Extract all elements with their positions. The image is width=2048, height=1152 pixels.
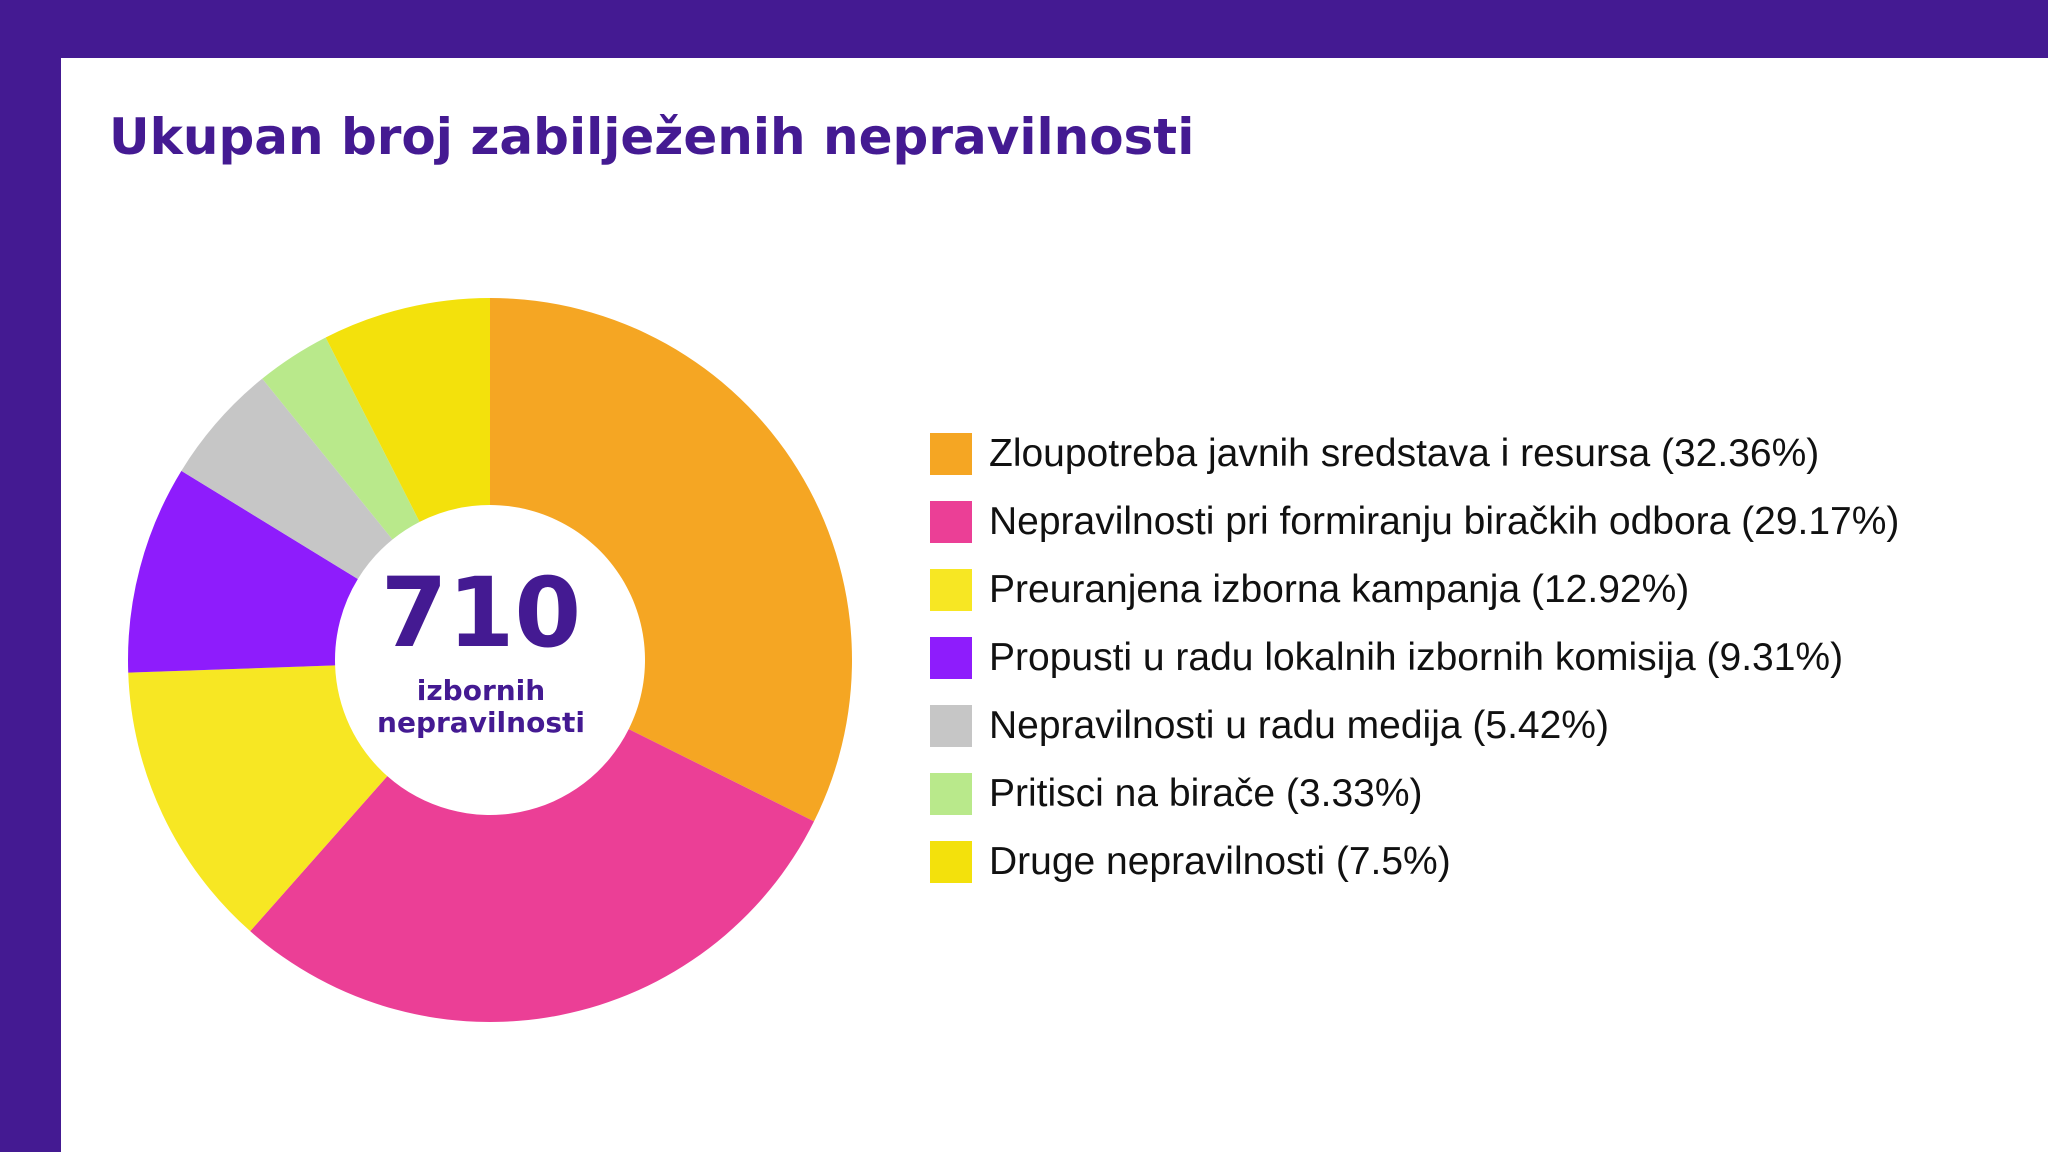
total-count: 710 xyxy=(380,557,582,669)
legend-item: Druge nepravilnosti (7.5%) xyxy=(930,828,1899,896)
donut-slice xyxy=(250,729,815,1022)
legend-label: Druge nepravilnosti (7.5%) xyxy=(989,840,1451,883)
total-caption: izbornih nepravilnosti xyxy=(281,674,681,740)
legend-item: Propusti u radu lokalnih izbornih komisi… xyxy=(930,624,1899,692)
donut-slice xyxy=(490,298,852,822)
legend-label: Zloupotreba javnih sredstava i resursa (… xyxy=(989,432,1820,475)
legend-label: Preuranjena izborna kampanja (12.92%) xyxy=(989,568,1690,611)
donut-slice xyxy=(262,337,420,540)
legend-item: Preuranjena izborna kampanja (12.92%) xyxy=(930,556,1899,624)
total-caption-line1: izbornih xyxy=(416,674,546,707)
legend-swatch xyxy=(930,569,972,611)
legend-swatch xyxy=(930,501,972,543)
donut-slice xyxy=(325,298,490,522)
legend-item: Zloupotreba javnih sredstava i resursa (… xyxy=(930,420,1899,488)
legend-label: Nepravilnosti pri formiranju biračkih od… xyxy=(989,500,1900,543)
chart-legend: Zloupotreba javnih sredstava i resursa (… xyxy=(930,420,1899,896)
legend-swatch xyxy=(930,841,972,883)
legend-swatch xyxy=(930,773,972,815)
chart-title: Ukupan broj zabilježenih nepravilnosti xyxy=(109,108,1195,166)
donut-slice xyxy=(128,470,358,673)
legend-item: Nepravilnosti pri formiranju biračkih od… xyxy=(930,488,1899,556)
legend-label: Pritisci na birače (3.33%) xyxy=(989,772,1423,815)
donut-slice xyxy=(181,378,393,579)
legend-label: Nepravilnosti u radu medija (5.42%) xyxy=(989,704,1609,747)
legend-item: Pritisci na birače (3.33%) xyxy=(930,760,1899,828)
legend-swatch xyxy=(930,637,972,679)
donut-slice xyxy=(128,665,388,932)
donut-chart xyxy=(128,298,852,1022)
legend-swatch xyxy=(930,705,972,747)
legend-item: Nepravilnosti u radu medija (5.42%) xyxy=(930,692,1899,760)
legend-label: Propusti u radu lokalnih izbornih komisi… xyxy=(989,636,1844,679)
total-caption-line2: nepravilnosti xyxy=(377,706,585,740)
legend-swatch xyxy=(930,433,972,475)
